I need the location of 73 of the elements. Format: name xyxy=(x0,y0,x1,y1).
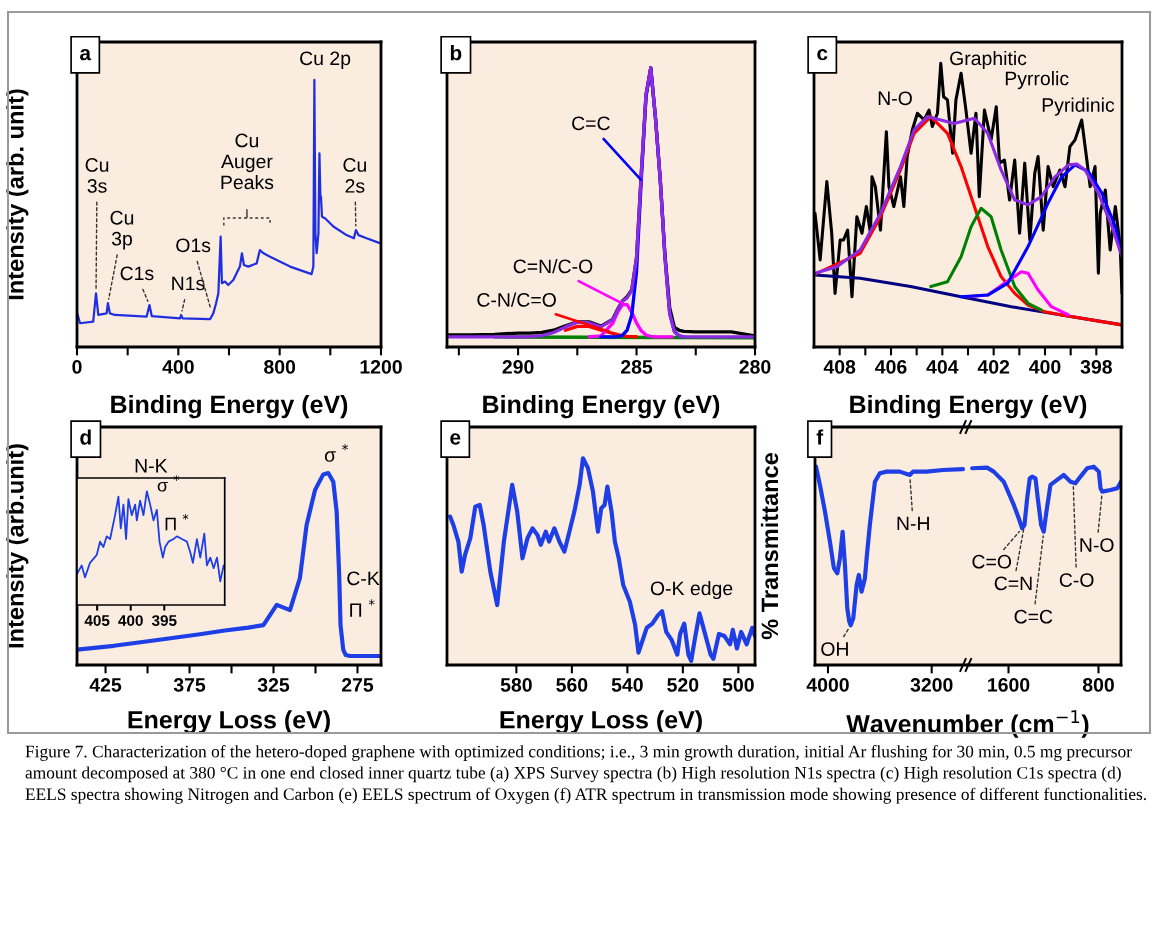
x-tick-label: 408 xyxy=(823,360,856,374)
x-axis-title: Binding Energy (eV) xyxy=(111,394,348,419)
annotation: Pyrrolic xyxy=(1005,71,1069,90)
annotation: Cu 2s xyxy=(343,158,366,193)
x-tick-label: 402 xyxy=(977,360,1010,374)
annotation: C=O xyxy=(972,554,1012,569)
x-tick-label: 0 xyxy=(72,360,82,374)
x-axis-title: Binding Energy (eV) xyxy=(850,394,1087,419)
x-tick-label: 500 xyxy=(722,678,754,692)
x-tick-label: 520 xyxy=(667,678,699,692)
annotation: C=N xyxy=(994,576,1032,591)
x-axis-title: Binding Energy (eV) xyxy=(483,394,720,419)
y-axis-title: Intensity (arb.unit) xyxy=(6,444,29,648)
x-tick-label: 3200 xyxy=(910,678,953,692)
annotation: C=N/C-O xyxy=(513,258,593,274)
annotation: C-K xyxy=(347,571,380,586)
x-tick-label: 404 xyxy=(926,360,959,374)
annotation: Cu 3s xyxy=(85,158,109,193)
x-axis-title: Energy Loss (eV) xyxy=(500,710,702,734)
x-axis-title: Energy Loss (eV) xyxy=(128,710,330,734)
x-tick-label: 800 xyxy=(1082,678,1114,692)
annotation: Π $^{*}$ xyxy=(350,599,375,617)
annotation: Cu 2p xyxy=(300,51,351,70)
x-tick-label: 400 xyxy=(118,615,143,626)
annotation: C-N/C=O xyxy=(477,292,556,307)
y-axis-title: % Transmittance xyxy=(760,452,779,640)
x-tick-label: 325 xyxy=(257,678,290,692)
x-tick-label: 400 xyxy=(1029,360,1061,374)
y-axis-title: Intensity (arb. unit) xyxy=(6,89,29,300)
x-tick-label: 580 xyxy=(500,678,532,692)
chart-title: d xyxy=(80,429,91,445)
chart-title: c xyxy=(817,48,828,61)
annotation: Graphitic xyxy=(950,50,1027,70)
annotation: OH xyxy=(821,642,848,656)
x-tick-label: 375 xyxy=(173,678,206,692)
annotation: N-O xyxy=(1080,538,1114,552)
annotation: N-O xyxy=(878,91,912,106)
x-tick-label: 400 xyxy=(162,360,194,374)
x-tick-label: 405 xyxy=(84,615,110,626)
annotation: N1s xyxy=(172,276,205,291)
x-tick-label: 395 xyxy=(151,615,177,626)
x-tick-label: 398 xyxy=(1080,360,1112,374)
x-tick-label: 285 xyxy=(620,360,653,374)
annotation: Π $^{*}$ xyxy=(165,513,189,531)
annotation: Pyridinic xyxy=(1042,97,1115,116)
x-tick-label: 4000 xyxy=(806,678,849,692)
annotation: C-O xyxy=(1059,573,1094,587)
annotation: σ $^{*}$ xyxy=(157,475,180,492)
annotation: C=C xyxy=(1014,609,1053,624)
x-tick-label: 560 xyxy=(556,678,588,692)
x-tick-label: 425 xyxy=(89,678,122,692)
annotation: C=C xyxy=(572,116,610,131)
x-tick-label: 275 xyxy=(341,678,374,692)
x-tick-label: 540 xyxy=(611,678,643,692)
x-tick-label: 1600 xyxy=(988,678,1030,692)
x-tick-label: 406 xyxy=(875,360,907,374)
chart-title: a xyxy=(80,48,92,61)
chart-title: e xyxy=(450,433,461,445)
annotation: O1s xyxy=(176,238,211,253)
annotation: C1s xyxy=(120,266,154,281)
x-tick-label: 800 xyxy=(264,360,296,374)
chart-title: f xyxy=(816,429,824,445)
annotation: Cu 3p xyxy=(110,210,134,250)
annotation: N-H xyxy=(897,516,929,531)
chart-title: b xyxy=(450,45,462,61)
annotation: σ $^{*}$ xyxy=(324,444,349,462)
annotation: Cu Auger Peaks xyxy=(221,133,274,190)
x-tick-label: 280 xyxy=(739,360,771,374)
x-tick-label: 290 xyxy=(502,360,534,374)
annotation: O-K edge xyxy=(650,580,733,600)
chart-title: N-K xyxy=(135,459,168,473)
x-tick-label: 1200 xyxy=(360,360,402,374)
caption: Figure 7. Characterization of the hetero-doped graphene with optimized conditions; i.e., 3 min growth duration, initial Ar flushing for 30 min, 0.5 mg precursor amount decomposed at 380 °C in one end closed inner quartz tube (a) XPS Survey spectra (b) High resolution N1s spectra (c) High resolution C1s spectra (d) EELS spectra showing Nitrogen and Carbon (e) EELS spectrum of Oxygen (f) ATR spectrum in transmission mode showing presence of different functionalities. xyxy=(25,745,1146,804)
